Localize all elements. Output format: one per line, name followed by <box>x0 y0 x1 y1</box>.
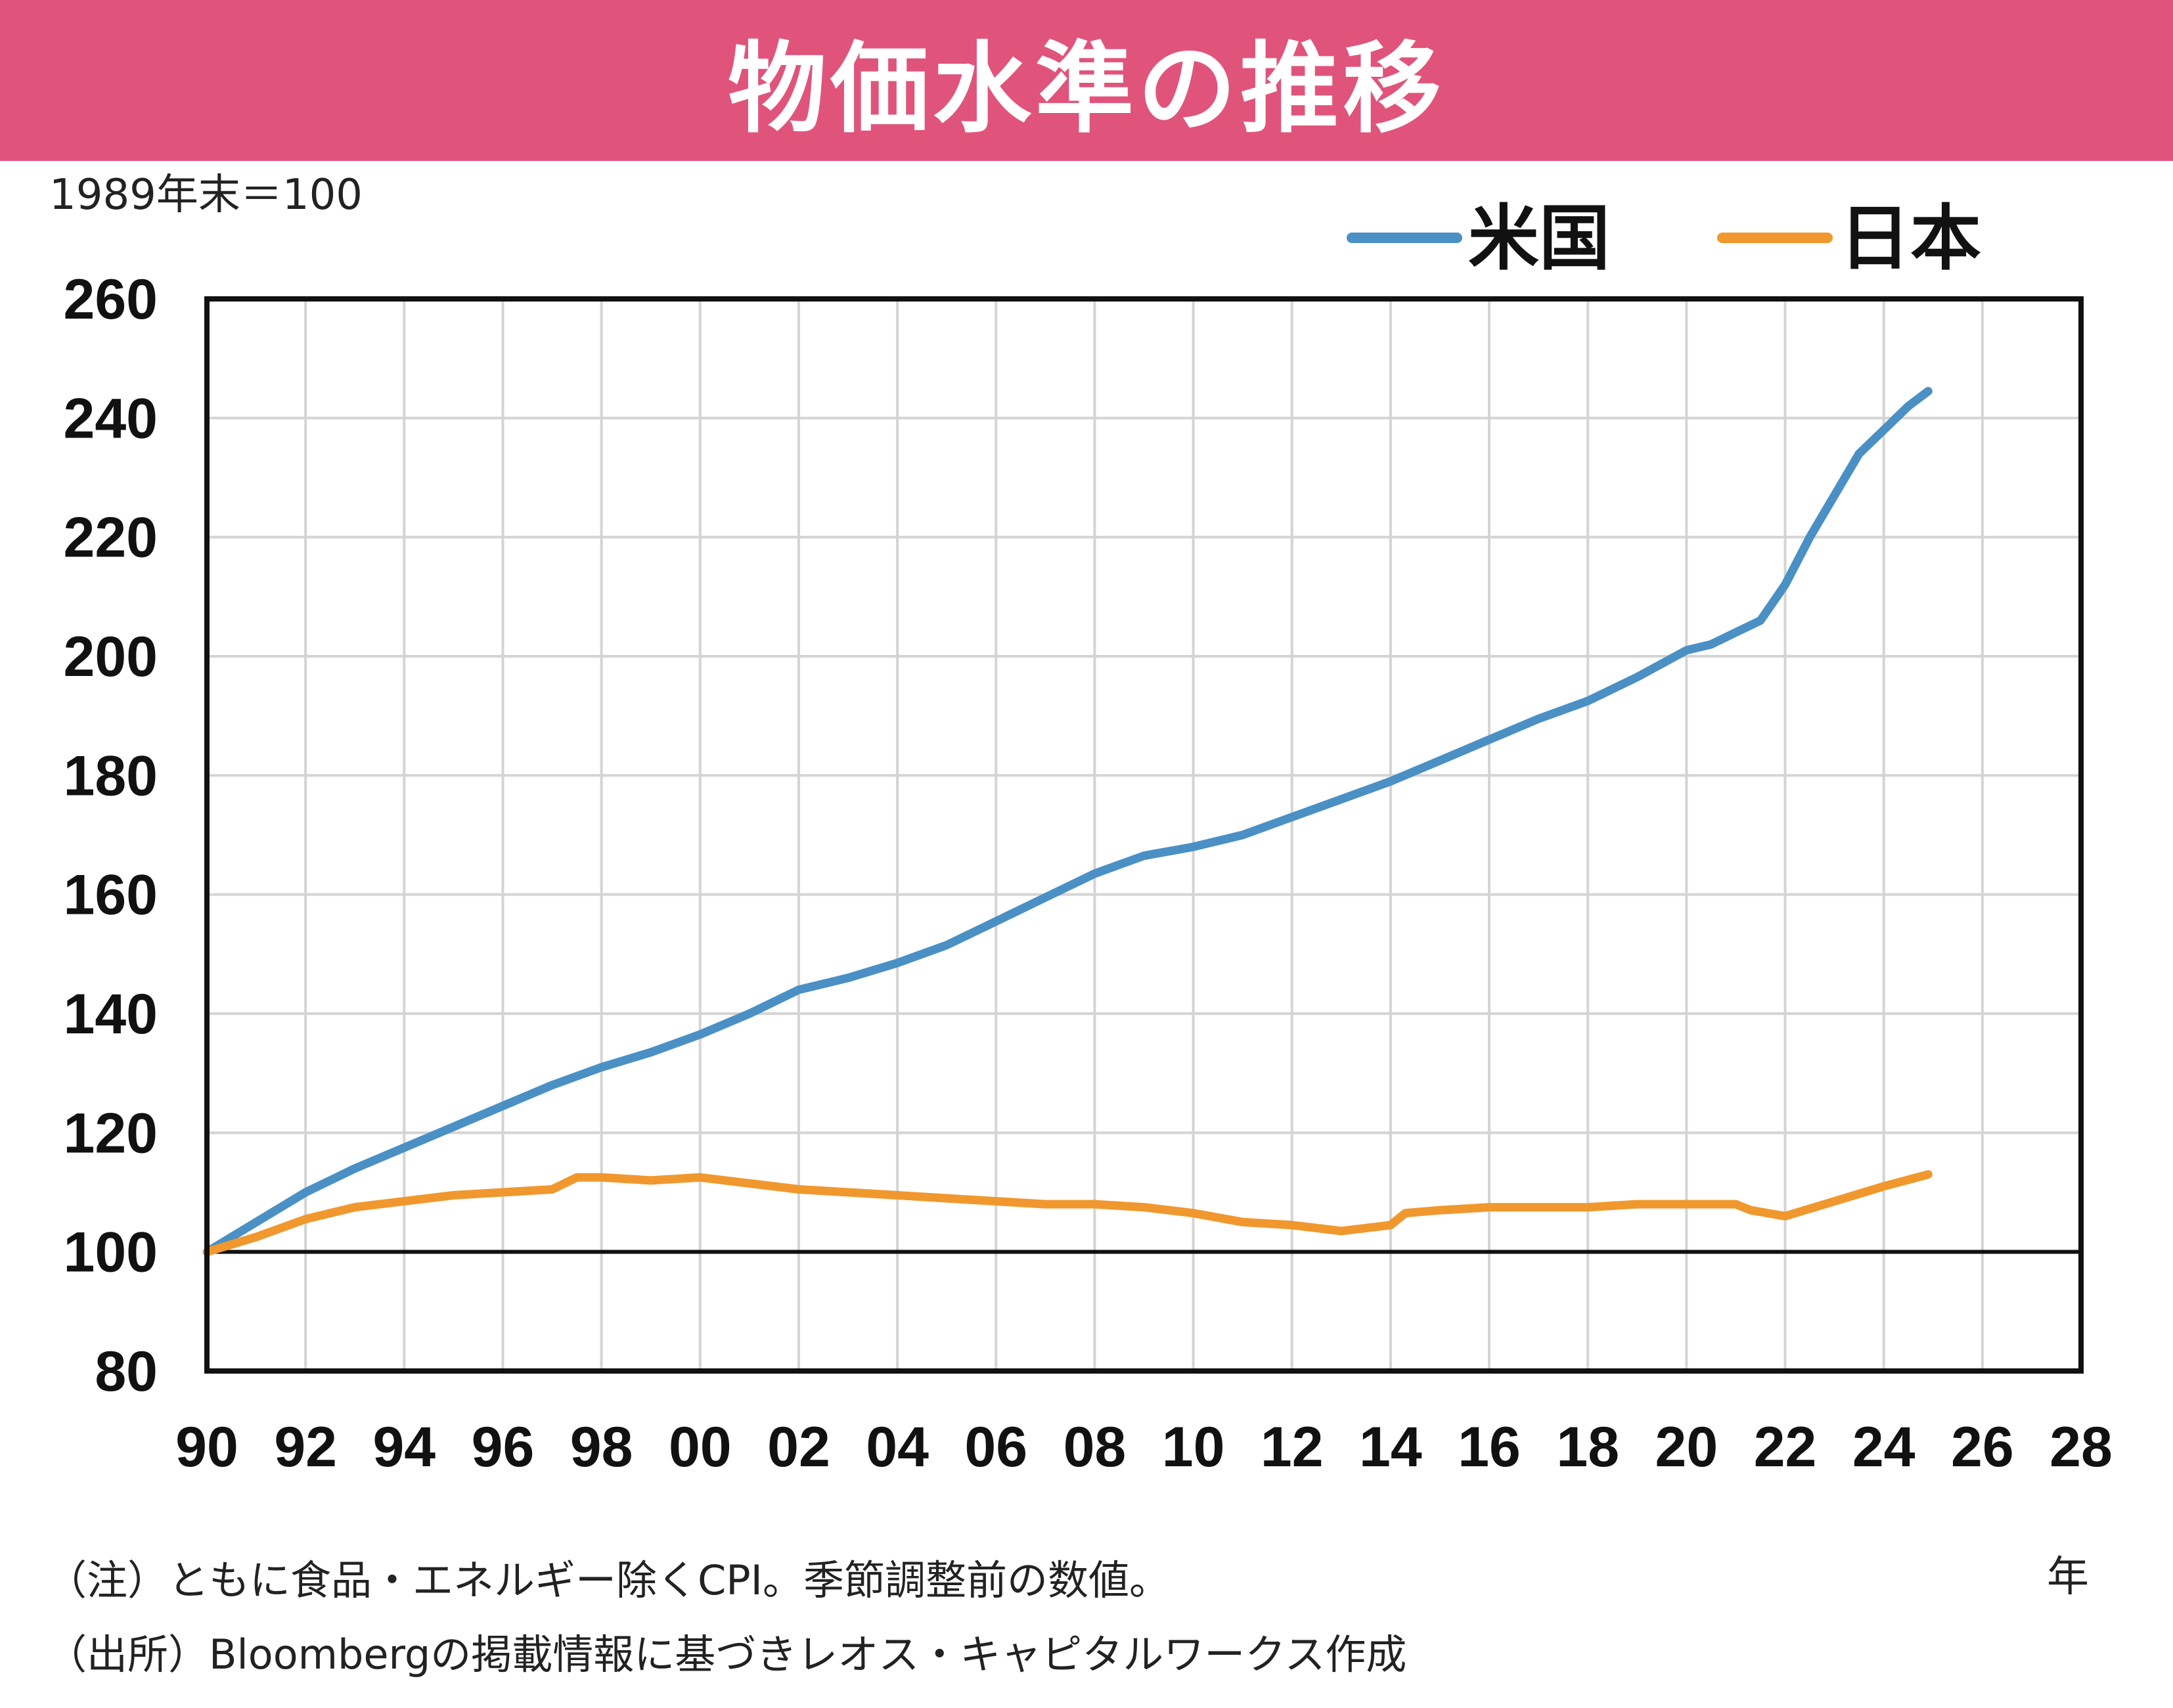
x-tick-label: 12 <box>1261 1416 1324 1479</box>
x-tick-label: 16 <box>1458 1416 1521 1479</box>
y-tick-label: 240 <box>64 387 158 450</box>
series-lines <box>202 387 1933 1257</box>
legend-label-japan: 日本 <box>1839 198 1981 280</box>
y-tick-label: 120 <box>64 1102 158 1165</box>
plot-frame <box>204 296 2084 1374</box>
footnote-note: （注）ともに食品・エネルギー除くCPI。季節調整前の数値。 <box>46 1556 1170 1604</box>
footnote-source: （出所）Bloombergの掲載情報に基づきレオス・キャピタルワークス作成 <box>46 1630 1407 1678</box>
y-tick-label: 180 <box>64 744 158 807</box>
y-tick-label: 220 <box>64 506 158 570</box>
chart-title: 物価水準の推移 <box>727 32 1445 146</box>
y-tick-labels: 80 100 120 140 160 180 200 220 240 260 <box>64 268 158 1403</box>
y-tick-label: 140 <box>64 983 158 1046</box>
series-line-japan <box>202 1170 1933 1257</box>
x-tick-label: 26 <box>1951 1416 2014 1479</box>
y-tick-label: 80 <box>95 1340 158 1403</box>
x-tick-label: 92 <box>274 1416 337 1479</box>
x-tick-label: 94 <box>372 1416 436 1479</box>
title-bar: 物価水準の推移 <box>0 0 2173 161</box>
x-tick-label: 98 <box>570 1416 633 1479</box>
x-tick-labels: 90 92 94 96 98 00 02 04 06 08 10 12 14 16 18 20 22 24 26 28 <box>175 1416 2113 1479</box>
y-tick-label: 260 <box>64 268 158 331</box>
y-axis-unit-label: 1989年末＝100 <box>49 171 363 219</box>
x-axis-unit-label: 年 <box>2047 1553 2089 1602</box>
x-tick-label: 96 <box>472 1416 535 1479</box>
x-tick-label: 10 <box>1162 1416 1225 1479</box>
series-line-us <box>202 387 1933 1257</box>
x-tick-label: 90 <box>175 1416 238 1479</box>
x-tick-label: 24 <box>1852 1416 1915 1479</box>
x-tick-label: 20 <box>1655 1416 1718 1479</box>
x-tick-label: 00 <box>669 1416 732 1479</box>
x-tick-label: 06 <box>964 1416 1027 1479</box>
y-tick-label: 200 <box>64 625 158 688</box>
x-tick-label: 02 <box>767 1416 830 1479</box>
x-tick-label: 18 <box>1556 1416 1619 1479</box>
x-tick-label: 08 <box>1064 1416 1127 1479</box>
x-tick-label: 14 <box>1359 1416 1422 1479</box>
legend: 米国 日本 <box>1347 198 1981 280</box>
y-tick-label: 160 <box>64 864 158 927</box>
legend-label-us: 米国 <box>1468 198 1610 280</box>
y-tick-label: 100 <box>64 1221 158 1284</box>
x-tick-label: 28 <box>2050 1416 2113 1479</box>
x-tick-label: 04 <box>866 1416 929 1479</box>
x-tick-label: 22 <box>1754 1416 1817 1479</box>
